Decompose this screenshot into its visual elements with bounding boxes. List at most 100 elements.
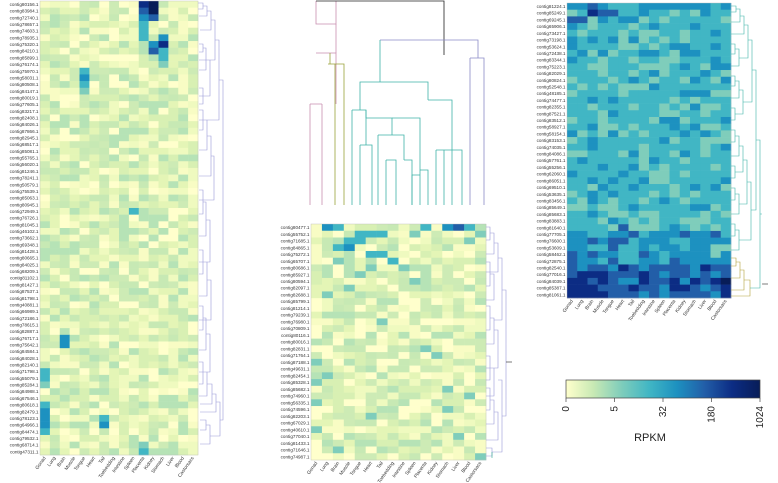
heatmap-cell [700, 3, 711, 10]
heatmap-cell [188, 201, 199, 209]
heatmap-cell [409, 318, 421, 326]
heatmap-cell [343, 365, 356, 373]
heatmap-cell [178, 294, 189, 302]
row-label: contig84025.1 [10, 262, 39, 267]
heatmap-cell [311, 433, 323, 441]
heatmap-cell [178, 114, 189, 122]
heatmap-cell [690, 76, 701, 84]
heatmap-cell [99, 47, 110, 55]
heatmap-cell [89, 288, 100, 296]
row-label: contig65906.1 [537, 24, 566, 29]
heatmap-cell [188, 341, 199, 349]
heatmap-cell [638, 163, 650, 171]
heatmap-cell [49, 448, 61, 456]
heatmap-cell [109, 87, 120, 95]
heatmap-cell [420, 453, 432, 461]
heatmap-cell [669, 70, 681, 78]
row-dendrogram-right [731, 5, 768, 297]
heatmap-cell [119, 428, 130, 436]
heatmap-cell [365, 385, 377, 393]
heatmap-cell [49, 348, 61, 356]
heatmap-cell [178, 167, 189, 175]
heatmap-cell [690, 96, 701, 104]
heatmap-cell [178, 147, 189, 155]
heatmap-cell [597, 90, 609, 98]
heatmap-cell [608, 264, 619, 272]
heatmap-cell [453, 365, 465, 373]
heatmap-cell [628, 264, 640, 272]
heatmap-cell [659, 251, 670, 259]
heatmap-cell [475, 291, 487, 299]
heatmap-cell [464, 250, 476, 259]
heatmap-cell [577, 29, 588, 37]
heatmap-cell [99, 27, 110, 35]
heatmap-cell [679, 49, 691, 57]
heatmap-cell [332, 379, 345, 387]
heatmap-cell [89, 34, 100, 42]
heatmap-cell [710, 36, 722, 44]
heatmap-cell [587, 284, 599, 292]
heatmap-cell [109, 234, 120, 242]
heatmap-cell [720, 251, 732, 259]
heatmap-cell [148, 354, 159, 362]
heatmap-cell [597, 49, 609, 57]
heatmap-cell [649, 83, 660, 91]
heatmap-cell [79, 54, 90, 62]
heatmap-cell [567, 56, 578, 64]
heatmap-cell [710, 70, 722, 78]
heatmap-cell [89, 348, 100, 356]
column-label: Gonad [562, 298, 575, 314]
heatmap-cell [343, 318, 356, 326]
heatmap-cell [59, 281, 70, 289]
heatmap-cell [138, 428, 149, 436]
heatmap-cell [311, 271, 323, 279]
heatmap-cell [475, 230, 487, 238]
heatmap-cell [475, 331, 487, 339]
heatmap-cell [649, 157, 660, 165]
heatmap-cell [679, 70, 691, 78]
heatmap-cell [679, 177, 691, 185]
heatmap-cell [109, 414, 120, 422]
heatmap-cell [365, 230, 377, 238]
heatmap-cell [700, 83, 711, 91]
heatmap-cell [608, 43, 619, 51]
heatmap-cell [720, 170, 732, 178]
heatmap-cell [720, 177, 732, 185]
heatmap-cell [409, 406, 421, 414]
heatmap-cell [79, 268, 90, 276]
heatmap-cell [690, 36, 701, 44]
heatmap-cell [710, 271, 722, 279]
heatmap-cell [431, 311, 443, 319]
heatmap-cell [148, 281, 159, 289]
heatmap-cell [628, 271, 640, 279]
heatmap-cell [376, 304, 388, 312]
heatmap-cell [49, 201, 61, 209]
heatmap-cell [398, 277, 410, 285]
heatmap-cell [158, 321, 169, 329]
heatmap-cell [628, 116, 640, 124]
row-label: contig70809.1 [281, 326, 310, 331]
heatmap-cell [178, 428, 189, 436]
heatmap-cell [109, 94, 120, 102]
heatmap-cell [354, 426, 366, 434]
heatmap-cell [49, 321, 61, 329]
heatmap-cell [178, 47, 189, 55]
heatmap-cell [464, 372, 476, 380]
heatmap-cell [343, 264, 356, 272]
heatmap-cell [659, 56, 670, 64]
heatmap-cell [442, 277, 454, 285]
heatmap-cell [138, 234, 149, 242]
heatmap-cell [442, 345, 454, 353]
row-label: contig40881.1 [10, 302, 39, 307]
heatmap-cell [398, 399, 410, 407]
heatmap-cell [343, 433, 356, 441]
heatmap-cell [700, 96, 711, 104]
heatmap-cell [79, 41, 90, 49]
heatmap-cell [679, 277, 691, 285]
heatmap-cell [148, 314, 159, 322]
row-label: contig81102.1 [10, 276, 39, 281]
heatmap-cell [577, 230, 588, 238]
heatmap-cell [587, 110, 599, 118]
heatmap-cell [311, 439, 323, 447]
heatmap-cell [119, 87, 130, 95]
